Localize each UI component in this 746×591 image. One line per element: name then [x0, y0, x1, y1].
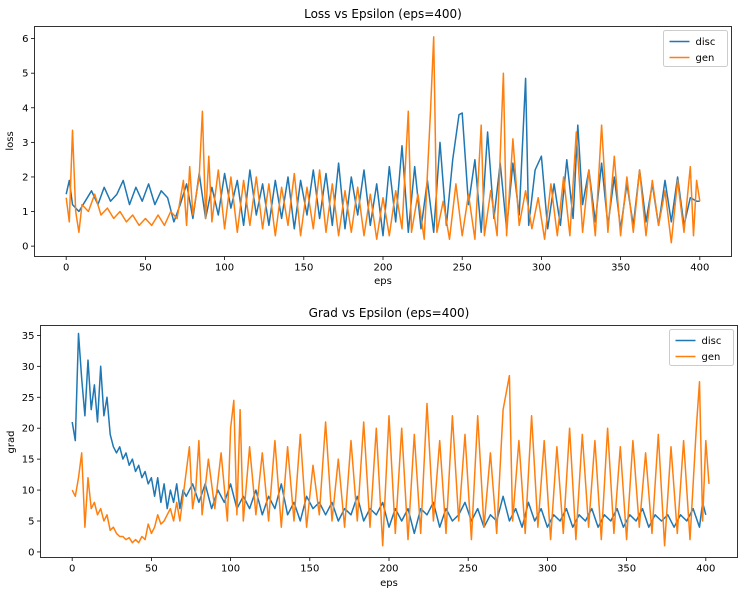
y-axis-label: grad: [6, 431, 17, 454]
x-tick-label: 0: [69, 564, 75, 575]
y-tick-label: 1: [22, 207, 28, 218]
legend-label-gen: gen: [702, 352, 721, 363]
x-tick-label: 200: [373, 263, 392, 274]
x-tick-label: 350: [617, 564, 636, 575]
y-tick-label: 20: [22, 424, 35, 435]
x-tick-label: 400: [690, 263, 709, 274]
chart-title: Grad vs Epsilon (eps=400): [309, 306, 470, 320]
y-tick-label: 15: [22, 455, 35, 466]
y-tick-label: 0: [28, 547, 34, 558]
y-tick-label: 6: [22, 34, 28, 45]
x-tick-label: 100: [215, 263, 234, 274]
series-line-gen: [71, 374, 710, 547]
x-tick-label: 250: [459, 564, 478, 575]
x-tick-label: 150: [300, 564, 319, 575]
legend-label-disc: disc: [696, 37, 716, 48]
y-tick-label: 10: [22, 486, 35, 497]
x-tick-label: 0: [63, 263, 69, 274]
plot-frame: [34, 26, 732, 257]
legend: disc gen: [669, 329, 734, 366]
y-tick-label: 5: [28, 516, 34, 527]
chart-title: Loss vs Epsilon (eps=400): [304, 7, 462, 21]
loss-chart: Loss vs Epsilon (eps=400) 0 50 100 150 200 25…: [5, 7, 732, 287]
y-tick-label: 0: [22, 242, 28, 253]
x-tick-label: 300: [532, 263, 551, 274]
x-tick-label: 350: [611, 263, 630, 274]
x-tick-label: 300: [538, 564, 557, 575]
y-tick-label: 25: [22, 393, 35, 404]
legend-label-gen: gen: [696, 53, 715, 64]
y-tick-label: 5: [22, 69, 28, 80]
y-axis-label: loss: [5, 131, 16, 150]
y-tick-label: 2: [22, 172, 28, 183]
y-tick-label: 3: [22, 138, 28, 149]
x-tick-label: 100: [221, 564, 240, 575]
x-tick-label: 50: [139, 263, 152, 274]
x-tick-label: 400: [696, 564, 715, 575]
y-tick-label: 30: [22, 362, 35, 373]
legend: disc gen: [663, 30, 728, 67]
series-line-gen: [65, 36, 701, 244]
series-line-disc: [65, 77, 700, 237]
grad-chart: Grad vs Epsilon (eps=400) 0 50 100 150 200 25…: [6, 306, 738, 589]
x-axis-label: eps: [374, 276, 392, 287]
x-tick-label: 250: [453, 263, 472, 274]
legend-label-disc: disc: [702, 336, 722, 347]
y-tick-label: 4: [22, 103, 28, 114]
x-tick-label: 200: [379, 564, 398, 575]
y-tick-label: 35: [22, 331, 35, 342]
x-tick-label: 50: [145, 564, 158, 575]
x-tick-label: 150: [294, 263, 313, 274]
x-axis-label: eps: [380, 578, 398, 589]
series-line-disc: [71, 332, 707, 535]
